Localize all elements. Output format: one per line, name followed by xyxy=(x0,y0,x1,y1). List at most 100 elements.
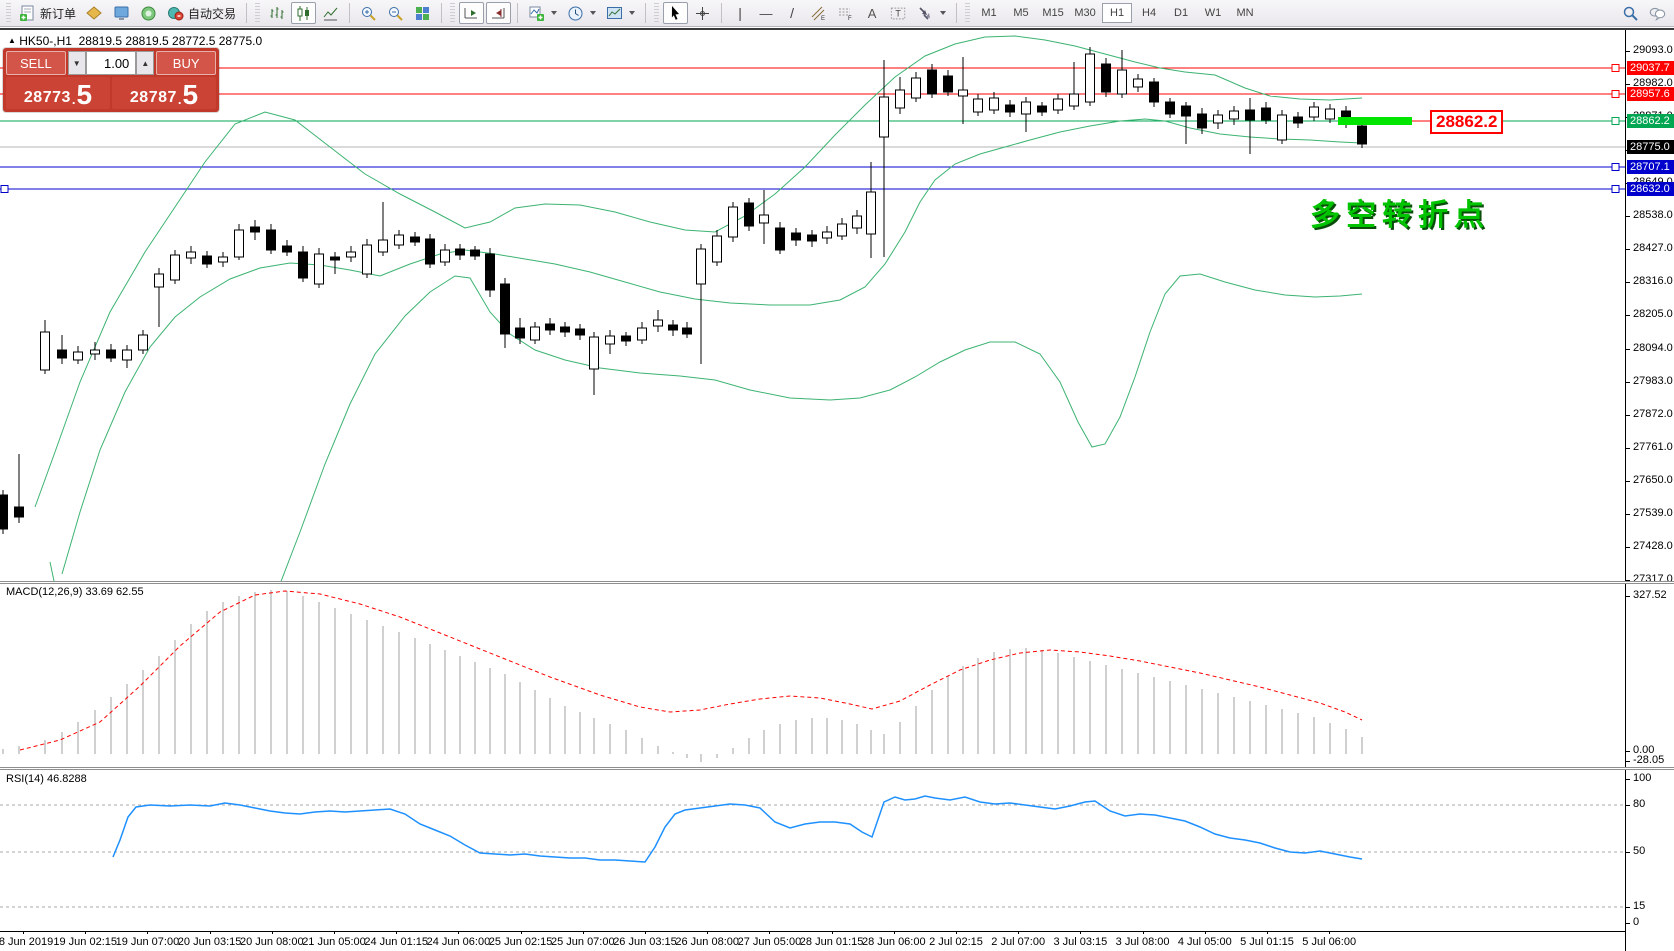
macd-tick: 327.52 xyxy=(1633,589,1667,601)
label-tool-icon: T xyxy=(890,7,906,19)
timeframe-m30-button[interactable]: M30 xyxy=(1074,7,1096,19)
arrows-dropdown-caret[interactable] xyxy=(940,11,947,15)
tile-windows-button[interactable] xyxy=(410,2,435,24)
time-axis-label: 28 Jun 06:00 xyxy=(861,936,926,948)
rsi-pane[interactable] xyxy=(0,770,1625,931)
time-axis-label: 19 Jun 07:00 xyxy=(115,936,180,948)
label-tool-button[interactable]: T xyxy=(886,2,911,24)
timeframe-m1-button[interactable]: M1 xyxy=(981,7,997,19)
time-axis-label: 18 Jun 2019 xyxy=(0,936,54,948)
time-axis-label: 5 Jul 01:15 xyxy=(1240,936,1294,948)
fibonacci-icon: F xyxy=(839,8,852,22)
price-axis[interactable]: 29093.028982.028871.028760.028649.028538… xyxy=(1625,30,1674,951)
horizontal-line-icon: — xyxy=(759,5,773,21)
auto-scroll-button[interactable] xyxy=(459,2,485,24)
timeframe-h4-button[interactable]: H4 xyxy=(1142,7,1157,19)
crosshair-button[interactable] xyxy=(690,2,715,24)
indicators-dropdown-caret[interactable] xyxy=(551,11,558,15)
vertical-line-icon: | xyxy=(738,5,742,21)
pane-separator-macd[interactable] xyxy=(0,581,1674,584)
zoom-in-button[interactable] xyxy=(356,2,381,24)
new-order-button[interactable]: 新订单 xyxy=(15,2,80,24)
candlestick-chart-icon xyxy=(297,5,310,21)
time-axis-label: 4 Jul 05:00 xyxy=(1177,936,1232,948)
price-tick: 27983.0 xyxy=(1633,375,1673,387)
trendline-tool-button[interactable]: / xyxy=(780,2,804,24)
autotrade-button[interactable]: 自动交易 xyxy=(163,2,240,24)
rsi-tick: 15 xyxy=(1633,900,1646,912)
buy-price[interactable]: 28787. 5 xyxy=(112,77,216,109)
buy-button[interactable]: BUY xyxy=(156,51,217,75)
macd-pane[interactable] xyxy=(0,584,1625,768)
time-axis-label: 3 Jul 03:15 xyxy=(1053,936,1108,948)
sell-button[interactable]: SELL xyxy=(6,51,66,75)
cursor-icon xyxy=(671,5,680,20)
price-tick: 28982.0 xyxy=(1633,77,1673,89)
volume-increase-button[interactable]: ▲ xyxy=(136,51,155,75)
timeframe-w1-button[interactable]: W1 xyxy=(1204,7,1222,19)
price-tick: 27539.0 xyxy=(1633,507,1673,519)
templates-icon xyxy=(607,6,623,19)
buy-price-big-digit: 5 xyxy=(182,79,199,110)
time-axis-label: 27 Jun 05:00 xyxy=(737,936,802,948)
time-axis-label: 28 Jun 01:15 xyxy=(799,936,864,948)
price-level-badge: 28775.0 xyxy=(1627,140,1674,154)
collapse-triangle-icon[interactable]: ▲ xyxy=(8,36,16,45)
sell-price-big-digit: 5 xyxy=(76,79,93,110)
market-watch-button[interactable] xyxy=(109,2,134,24)
search-button[interactable] xyxy=(1618,2,1643,24)
text-tool-button[interactable]: A xyxy=(860,2,884,24)
fibonacci-tool-button[interactable]: F xyxy=(833,2,858,24)
cursor-button[interactable] xyxy=(663,2,689,24)
timeframe-d1-button[interactable]: D1 xyxy=(1174,7,1189,19)
bar-chart-button[interactable] xyxy=(264,2,289,24)
time-axis-label: 25 Jun 02:15 xyxy=(488,936,553,948)
timeframe-m15-button[interactable]: M15 xyxy=(1042,7,1064,19)
templates-button[interactable] xyxy=(602,2,639,24)
time-axis-label: 5 Jul 06:00 xyxy=(1302,936,1357,948)
channel-tool-button[interactable]: E xyxy=(806,2,831,24)
arrows-tool-button[interactable] xyxy=(913,2,950,24)
timeframe-m5-button[interactable]: M5 xyxy=(1013,7,1029,19)
zoom-out-button[interactable] xyxy=(383,2,408,24)
rsi-label: RSI(14) 46.8288 xyxy=(6,773,87,785)
line-chart-button[interactable] xyxy=(318,2,343,24)
new-order-icon xyxy=(20,5,34,21)
navigator-icon xyxy=(141,6,156,20)
templates-dropdown-caret[interactable] xyxy=(629,11,636,15)
price-tick: 28205.0 xyxy=(1633,308,1673,320)
toolbar-grip[interactable] xyxy=(6,3,11,23)
chat-button[interactable] xyxy=(1645,2,1670,24)
candlestick-chart-button[interactable] xyxy=(291,2,317,24)
time-axis-label: 25 Jun 07:00 xyxy=(550,936,615,948)
price-tag-box[interactable]: 28862.2 xyxy=(1430,110,1504,134)
time-axis-label: 20 Jun 03:15 xyxy=(177,936,242,948)
volume-input[interactable]: 1.00 xyxy=(85,51,137,75)
new-order-label: 新订单 xyxy=(40,6,77,21)
svg-text:E: E xyxy=(821,16,825,22)
navigator-button[interactable] xyxy=(136,2,161,24)
volume-decrease-button[interactable]: ▼ xyxy=(67,51,86,75)
periods-dropdown-caret[interactable] xyxy=(590,11,597,15)
profiles-button[interactable] xyxy=(82,2,107,24)
periods-button[interactable] xyxy=(563,2,600,24)
time-axis-label: 3 Jul 08:00 xyxy=(1115,936,1170,948)
timeframe-h1-button[interactable]: H1 xyxy=(1102,3,1133,23)
indicators-button[interactable] xyxy=(524,2,561,24)
main-price-chart[interactable] xyxy=(0,30,1625,582)
horizontal-line-tool-button[interactable]: — xyxy=(754,2,778,24)
rsi-tick: 0 xyxy=(1633,916,1640,928)
price-tick: 28427.0 xyxy=(1633,242,1673,254)
sell-price[interactable]: 28773. 5 xyxy=(6,77,110,109)
price-level-badge: 29037.7 xyxy=(1627,61,1674,75)
chart-shift-button[interactable] xyxy=(486,2,512,24)
pane-separator-rsi[interactable] xyxy=(0,767,1674,770)
chart-window: ▲ HK50-,H1 28819.5 28819.5 28772.5 28775… xyxy=(0,28,1674,951)
vertical-line-tool-button[interactable]: | xyxy=(728,2,752,24)
macd-tick: -28.05 xyxy=(1633,754,1665,766)
price-tick: 27428.0 xyxy=(1633,540,1673,552)
timeframe-mn-button[interactable]: MN xyxy=(1236,7,1254,19)
periods-clock-icon xyxy=(568,6,583,20)
one-click-trade-panel: SELL ▼ 1.00 ▲ BUY 28773. 5 28787. 5 xyxy=(3,48,219,112)
